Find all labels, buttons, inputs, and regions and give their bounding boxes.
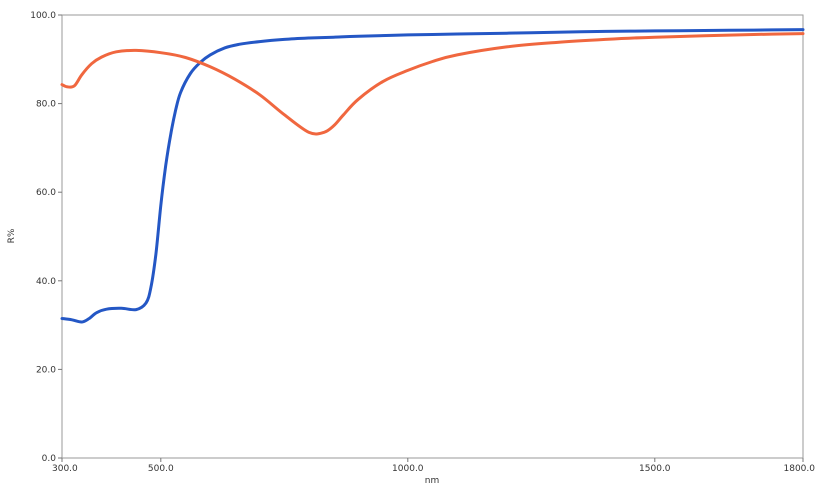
y-tick-label: 100.0 bbox=[30, 11, 56, 21]
axis-ticks: 0.0 20.0 40.0 60.0 80.0 100.0 300.0 500.0 1000.0… bbox=[30, 11, 815, 474]
x-tick-label: 1800.0 bbox=[784, 464, 816, 474]
x-tick-label: 300.0 bbox=[52, 464, 78, 474]
y-tick-label: 40.0 bbox=[36, 277, 56, 287]
y-tick-label: 0.0 bbox=[42, 454, 57, 464]
series-line-2 bbox=[60, 32, 805, 136]
y-tick-label: 80.0 bbox=[36, 100, 56, 110]
x-tick-label: 1000.0 bbox=[392, 464, 424, 474]
x-axis-label: nm bbox=[425, 476, 439, 486]
x-tick-label: 500.0 bbox=[148, 464, 174, 474]
y-tick-label: 20.0 bbox=[36, 365, 56, 375]
plot-frame bbox=[61, 14, 804, 459]
series-line-1 bbox=[60, 28, 805, 324]
y-axis-label: R% bbox=[7, 228, 17, 243]
series-lines bbox=[60, 28, 805, 324]
y-tick-label: 60.0 bbox=[36, 188, 56, 198]
x-tick-label: 1500.0 bbox=[639, 464, 671, 474]
